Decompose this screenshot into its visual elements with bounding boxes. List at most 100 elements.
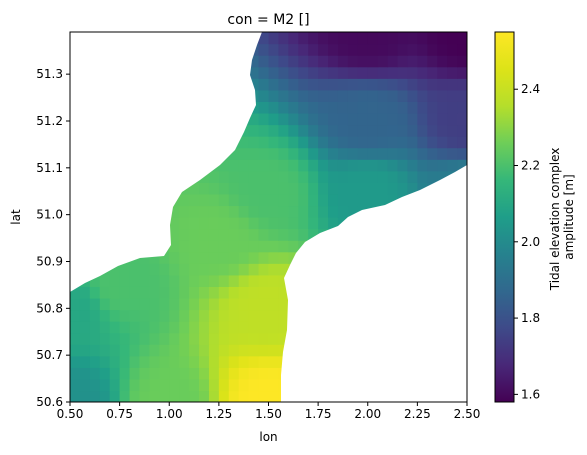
- field-cell: [328, 55, 339, 67]
- field-cell: [417, 113, 428, 125]
- field-cell: [159, 390, 170, 402]
- field-cell: [229, 390, 240, 402]
- field-cell: [249, 159, 260, 171]
- field-cell: [169, 286, 180, 298]
- field-cell: [288, 90, 299, 102]
- field-cell: [417, 125, 428, 137]
- field-cell: [149, 310, 160, 322]
- field-cell: [219, 379, 230, 391]
- field-cell: [308, 205, 319, 217]
- field-cell: [110, 275, 121, 287]
- field-cell: [348, 159, 359, 171]
- y-tick-label: 51.0: [36, 208, 63, 222]
- y-tick-label: 50.9: [36, 254, 63, 268]
- field-cell: [159, 263, 170, 275]
- field-cell: [90, 379, 101, 391]
- field-cell: [358, 136, 369, 148]
- field-cell: [259, 182, 270, 194]
- field-cell: [259, 275, 270, 287]
- field-cell: [219, 344, 230, 356]
- field-cell: [139, 263, 150, 275]
- field-cell: [348, 171, 359, 183]
- field-cell: [259, 356, 270, 368]
- field-cell: [398, 78, 409, 90]
- field-cell: [417, 148, 428, 160]
- field-cell: [239, 148, 250, 160]
- field-cell: [120, 286, 131, 298]
- field-cell: [398, 148, 409, 160]
- field-cell: [308, 32, 319, 44]
- field-cell: [239, 240, 250, 252]
- field-cell: [328, 78, 339, 90]
- field-cell: [229, 298, 240, 310]
- field-cell: [368, 101, 379, 113]
- field-cell: [249, 240, 260, 252]
- field-cell: [288, 240, 299, 252]
- field-cell: [149, 333, 160, 345]
- field-cell: [149, 379, 160, 391]
- field-cell: [388, 125, 399, 137]
- field-cell: [269, 229, 280, 241]
- field-cell: [259, 344, 270, 356]
- field-cell: [259, 390, 270, 402]
- field-cell: [110, 379, 121, 391]
- field-cell: [259, 367, 270, 379]
- field-cell: [90, 321, 101, 333]
- field-cell: [298, 229, 309, 241]
- field-cell: [398, 32, 409, 44]
- field-cell: [219, 182, 230, 194]
- field-cell: [209, 390, 220, 402]
- field-cell: [398, 125, 409, 137]
- field-cell: [199, 286, 210, 298]
- field-cell: [328, 148, 339, 160]
- field-cell: [298, 78, 309, 90]
- field-cell: [209, 333, 220, 345]
- field-cell: [269, 390, 280, 402]
- field-cell: [368, 44, 379, 56]
- field-cell: [278, 67, 289, 79]
- field-cell: [348, 113, 359, 125]
- field-cell: [378, 159, 389, 171]
- field-cell: [407, 90, 418, 102]
- field-cell: [358, 148, 369, 160]
- field-cell: [288, 78, 299, 90]
- field-cell: [447, 113, 458, 125]
- field-cell: [457, 101, 468, 113]
- field-cell: [110, 298, 121, 310]
- field-cell: [100, 275, 111, 287]
- field-cell: [388, 113, 399, 125]
- field-cell: [209, 229, 220, 241]
- colorbar-label-line2: amplitude [m]: [562, 174, 576, 260]
- field-cell: [110, 356, 121, 368]
- field-cell: [209, 182, 220, 194]
- field-cell: [348, 44, 359, 56]
- field-cell: [199, 217, 210, 229]
- field-cell: [269, 379, 280, 391]
- field-cell: [130, 321, 141, 333]
- field-cell: [229, 240, 240, 252]
- field-cell: [288, 148, 299, 160]
- field-cell: [437, 78, 448, 90]
- field-cell: [189, 298, 200, 310]
- field-cell: [278, 229, 289, 241]
- field-cell: [348, 182, 359, 194]
- field-cell: [189, 275, 200, 287]
- field-cell: [388, 136, 399, 148]
- field-cell: [407, 101, 418, 113]
- field-cell: [278, 252, 289, 264]
- field-cell: [318, 32, 329, 44]
- field-cell: [169, 321, 180, 333]
- field-cell: [139, 286, 150, 298]
- field-cell: [338, 205, 349, 217]
- field-cell: [179, 286, 190, 298]
- field-cell: [199, 252, 210, 264]
- field-cell: [229, 333, 240, 345]
- field-cell: [288, 205, 299, 217]
- field-cell: [269, 263, 280, 275]
- field-cell: [358, 55, 369, 67]
- x-tick-label: 0.50: [57, 407, 84, 421]
- field-cell: [249, 125, 260, 137]
- field-cell: [219, 252, 230, 264]
- field-cell: [130, 367, 141, 379]
- field-cell: [388, 90, 399, 102]
